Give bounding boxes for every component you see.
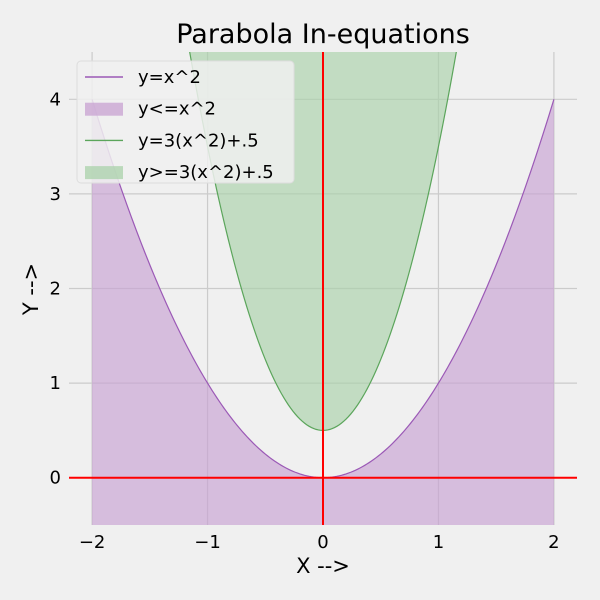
x-tick-label: 2	[548, 532, 559, 553]
legend-swatch-fill	[85, 166, 123, 180]
y-tick-label: 4	[50, 89, 61, 110]
legend-label: y<=x^2	[138, 99, 216, 120]
y-axis: 0 1 2 3 4	[50, 89, 61, 488]
chart-title: Parabola In-equations	[176, 19, 470, 50]
x-tick-label: 0	[317, 532, 328, 553]
x-tick-label: 1	[433, 532, 444, 553]
y-tick-label: 2	[50, 279, 61, 300]
x-axis: −2 −1 0 1 2	[79, 532, 560, 553]
x-tick-label: −2	[79, 532, 106, 553]
x-axis-label: X -->	[296, 554, 350, 578]
x-tick-label: −1	[194, 532, 221, 553]
legend-box	[76, 60, 295, 184]
area-fill-below	[92, 99, 554, 525]
y-tick-label: 1	[50, 373, 61, 394]
legend-label: y=3(x^2)+.5	[138, 130, 259, 151]
legend: y=x^2 y<=x^2 y=3(x^2)+.5 y>=3(x^2)+.5	[76, 60, 295, 184]
y-tick-label: 3	[50, 184, 61, 205]
legend-label: y>=3(x^2)+.5	[138, 162, 274, 183]
y-tick-label: 0	[50, 468, 61, 489]
legend-swatch-fill	[85, 102, 123, 116]
legend-label: y=x^2	[138, 67, 201, 88]
y-axis-label: Y -->	[19, 263, 43, 316]
